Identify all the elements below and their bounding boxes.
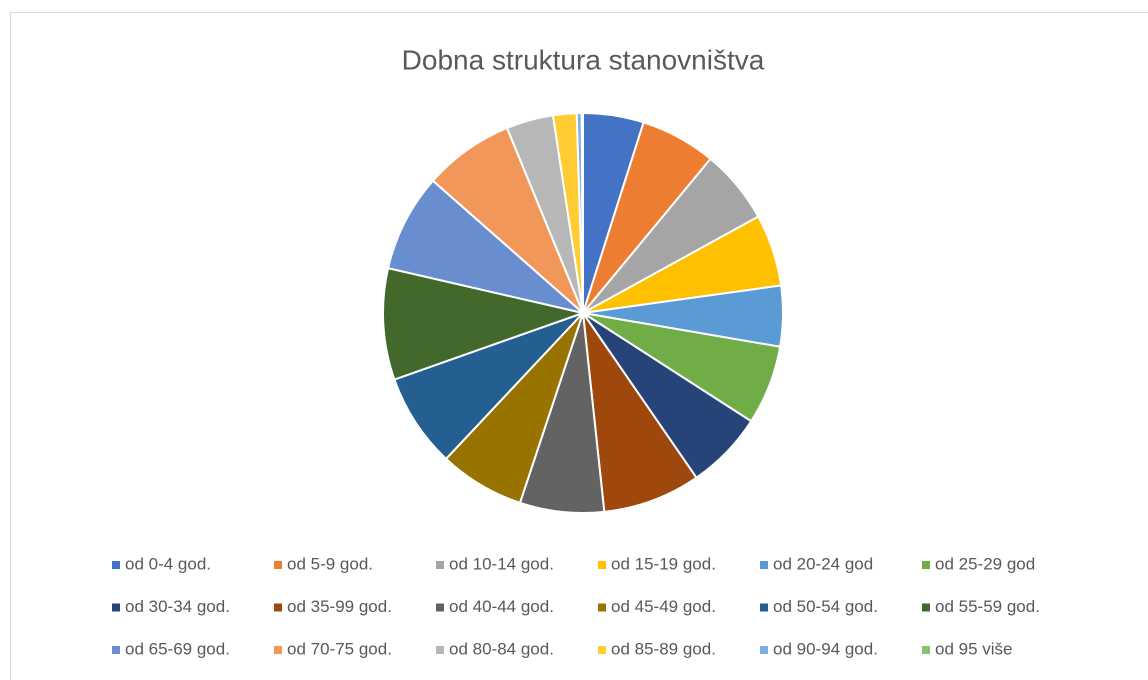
legend-label: od 10-14 god.: [449, 554, 554, 573]
legend-marker: [922, 561, 930, 569]
legend-label: od 30-34 god.: [125, 597, 230, 616]
legend-marker: [274, 603, 282, 612]
legend-label: od 45-49 god.: [611, 597, 716, 616]
legend-label: od 90-94 god.: [773, 639, 878, 658]
legend-marker: [436, 561, 444, 569]
chart-title: Dobna struktura stanovništva: [402, 44, 765, 75]
legend-marker: [112, 561, 120, 569]
legend-label: od 40-44 god.: [449, 597, 554, 616]
pie-slice: [382, 266, 587, 381]
legend-label: od 5-9 god.: [287, 554, 373, 573]
legend-label: od 50-54 god.: [773, 597, 878, 616]
legend-label: od 0-4 god.: [125, 554, 211, 573]
legend-marker: [922, 646, 930, 654]
legend-label: od 80-84 god.: [449, 639, 554, 658]
legend-label: od 15-19 god.: [611, 554, 716, 573]
pie-slice: [580, 111, 584, 314]
legend-label: od 70-75 god.: [287, 639, 392, 658]
legend-label: od 35-99 god.: [287, 597, 392, 616]
pie-slice: [582, 312, 698, 513]
legend-label: od 95 više: [935, 639, 1013, 658]
legend-marker: [922, 603, 930, 612]
legend-label: od 85-89 god.: [611, 639, 716, 658]
legend-marker: [274, 646, 282, 654]
legend-marker: [760, 646, 768, 654]
legend-label: od 55-59 god.: [935, 597, 1040, 616]
legend-marker: [598, 646, 606, 654]
legend-marker: [760, 561, 768, 569]
legend-marker: [436, 603, 444, 612]
legend-label: od 20-24 god: [773, 554, 873, 573]
legend-marker: [112, 646, 120, 654]
pie-slice: [386, 179, 584, 314]
legend-marker: [274, 561, 282, 569]
legend-label: od 65-69 god.: [125, 639, 230, 658]
pie-slice: [393, 312, 584, 461]
legend-marker: [598, 561, 606, 569]
legend-marker: [760, 603, 768, 612]
legend-marker: [112, 603, 120, 612]
legend-marker: [598, 603, 606, 612]
legend-marker: [436, 646, 444, 654]
legend-label: od 25-29 god: [935, 554, 1035, 573]
